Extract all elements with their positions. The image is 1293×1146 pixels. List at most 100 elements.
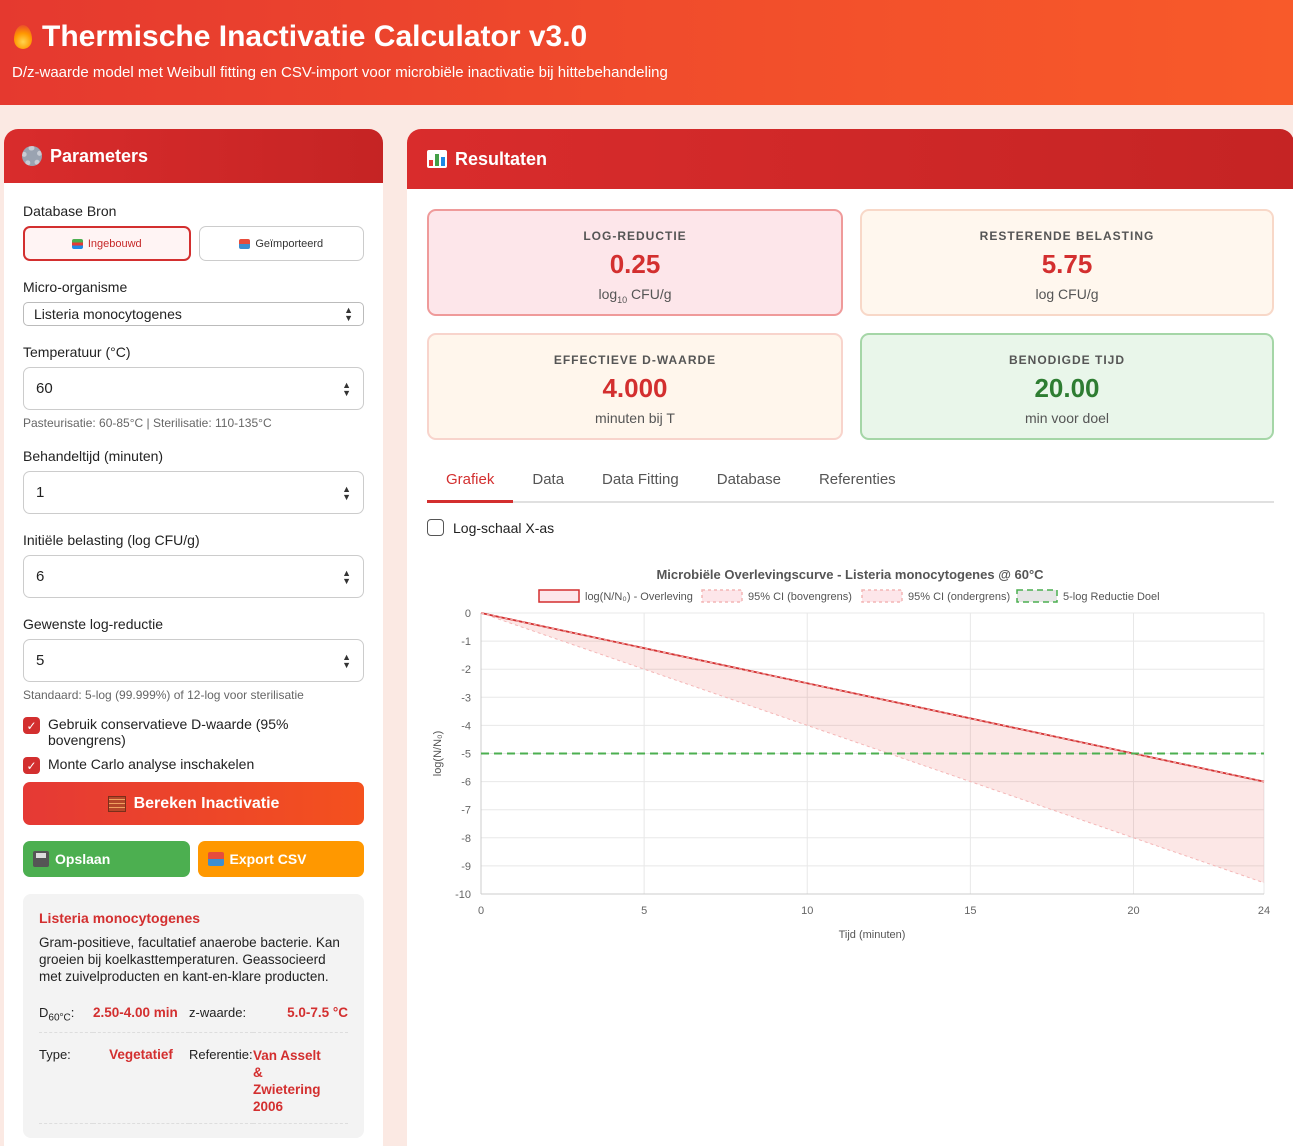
database-builtin-label: Ingebouwd (87, 237, 142, 250)
log-reduction-card: LOG-REDUCTIE 0.25 log10 CFU/g (427, 209, 843, 316)
export-csv-label: Export CSV (229, 851, 307, 867)
save-button[interactable]: Opslaan (23, 841, 190, 877)
legend-swatch (861, 589, 903, 603)
result-cards: LOG-REDUCTIE 0.25 log10 CFU/g RESTERENDE… (427, 209, 1274, 440)
x-tick-label: 10 (801, 905, 813, 917)
results-title: Resultaten (455, 148, 548, 169)
database-imported-button[interactable]: Geïmporteerd (198, 226, 364, 261)
stepper-icon[interactable]: ▲ ▼ (342, 379, 351, 398)
y-tick-label: -3 (461, 692, 471, 704)
temperature-label: Temperatuur (°C) (23, 344, 131, 360)
organism-info-description: Gram-positieve, facultatief anaerobe bac… (39, 935, 340, 984)
floppy-disk-icon (33, 851, 49, 867)
organism-info-title: Listeria monocytogenes (39, 910, 201, 926)
initial-load-input[interactable]: 6 ▲ ▼ (23, 555, 364, 598)
y-axis-label: log(N/N₀) (432, 731, 444, 777)
y-tick-label: -10 (455, 889, 471, 901)
select-chevron-icon: ▲ ▼ (344, 305, 353, 323)
x-tick-label: 0 (478, 905, 484, 917)
app-title-row: Thermische Inactivatie Calculator v3.0 (12, 20, 1281, 54)
brick-icon (107, 795, 126, 812)
calculate-label: Bereken Inactivatie (133, 794, 280, 812)
tab-database[interactable]: Database (716, 471, 781, 488)
database-builtin-button[interactable]: Ingebouwd (23, 226, 191, 261)
export-csv-button[interactable]: Export CSV (197, 841, 364, 877)
y-tick-label: -2 (461, 664, 471, 676)
y-tick-label: -7 (461, 805, 471, 817)
x-tick-label: 5 (641, 905, 647, 917)
treatment-time-input[interactable]: 1 ▲ ▼ (23, 471, 364, 514)
log-reduction-input[interactable]: 5 ▲ ▼ (23, 639, 364, 682)
card-title: RESTERENDE BELASTING (979, 229, 1155, 243)
log-scale-checkbox[interactable] (427, 519, 444, 536)
log-reduction-value: 5 (36, 652, 45, 669)
z-value: 5.0-7.5 °C (253, 997, 348, 1033)
tab-referenties[interactable]: Referenties (818, 471, 896, 488)
card-unit: log CFU/g (1035, 286, 1099, 302)
tab-data[interactable]: Data (532, 471, 565, 488)
survival-chart-svg: Microbiële Overlevingscurve - Listeria m… (432, 567, 1270, 941)
z-value-label: z-waarde: (189, 997, 253, 1033)
temperature-value: 60 (36, 380, 53, 397)
results-tabs: Grafiek Data Data Fitting Database Refer… (427, 462, 1274, 503)
stepper-icon[interactable]: ▲ ▼ (342, 567, 351, 586)
card-unit: min voor doel (1024, 410, 1110, 426)
montecarlo-label: Monte Carlo analyse inschakelen (48, 756, 255, 772)
y-tick-label: -1 (461, 636, 471, 648)
card-title: BENODIGDE TIJD (1008, 353, 1125, 367)
tab-data-fitting[interactable]: Data Fitting (602, 471, 679, 488)
database-imported-label: Geïmporteerd (255, 237, 324, 250)
card-value: 0.25 (609, 249, 661, 279)
y-tick-label: -8 (461, 833, 471, 845)
d-value-label: D60°C: (39, 997, 93, 1033)
parameters-header: Parameters (4, 129, 383, 183)
survival-chart: Microbiële Overlevingscurve - Listeria m… (427, 549, 1274, 949)
remaining-load-card: RESTERENDE BELASTING 5.75 log CFU/g (860, 209, 1274, 316)
conservative-checkbox-row[interactable]: ✓ Gebruik conservatieve D-waarde (95% bo… (23, 716, 364, 748)
card-title: EFFECTIEVE D-WAARDE (553, 353, 717, 367)
parameters-panel: Parameters Database Bron Ingebouwd Geïmp… (4, 129, 383, 1146)
conservative-checkbox[interactable]: ✓ (23, 717, 40, 734)
y-tick-label: -5 (461, 749, 471, 761)
organism-select[interactable]: Listeria monocytogenes ▲ ▼ (23, 302, 364, 326)
flame-icon (12, 23, 34, 51)
y-tick-label: 0 (465, 608, 471, 620)
tab-grafiek[interactable]: Grafiek (427, 462, 514, 503)
montecarlo-checkbox[interactable]: ✓ (23, 757, 40, 774)
y-tick-label: -6 (461, 777, 471, 789)
treatment-time-value: 1 (36, 484, 45, 501)
treatment-time-label: Behandeltijd (minuten) (23, 448, 164, 464)
initial-load-label: Initiële belasting (log CFU/g) (23, 532, 200, 548)
stepper-icon[interactable]: ▲ ▼ (342, 483, 351, 502)
database-label: Database Bron (23, 203, 117, 219)
log-scale-checkbox-row[interactable]: Log-schaal X-as (427, 519, 554, 536)
legend-label: 95% CI (ondergrens) (908, 591, 1010, 603)
initial-load-value: 6 (36, 568, 45, 585)
inbox-tray-icon (239, 238, 251, 249)
reference-value: Van Asselt & Zwietering 2006 (253, 1033, 348, 1124)
ci-lower-line (480, 612, 1265, 884)
y-tick-label: -4 (461, 720, 471, 732)
stepper-icon[interactable]: ▲ ▼ (342, 651, 351, 670)
x-axis-label: Tijd (minuten) (839, 929, 906, 941)
temperature-input[interactable]: 60 ▲ ▼ (23, 367, 364, 410)
legend-label: log(N/N₀) - Overleving (585, 591, 693, 603)
conservative-label: Gebruik conservatieve D-waarde (95% bove… (48, 716, 289, 748)
log-reduction-label: Gewenste log-reductie (23, 616, 164, 632)
card-unit: log10 CFU/g (598, 286, 672, 305)
calculate-button[interactable]: Bereken Inactivatie (23, 782, 364, 825)
y-tick-label: -9 (461, 861, 471, 873)
organism-info-grid: D60°C: 2.50-4.00 min z-waarde: 5.0-7.5 °… (39, 997, 348, 1124)
required-time-card: BENODIGDE TIJD 20.00 min voor doel (860, 333, 1274, 440)
parameters-title: Parameters (50, 145, 149, 166)
card-unit: minuten bij T (595, 410, 675, 426)
log-reduction-hint: Standaard: 5-log (99.999%) of 12-log voo… (23, 688, 304, 702)
montecarlo-checkbox-row[interactable]: ✓ Monte Carlo analyse inschakelen (23, 756, 364, 774)
legend-label: 95% CI (bovengrens) (748, 591, 852, 603)
x-tick-label: 15 (964, 905, 976, 917)
type-value: Vegetatief (93, 1033, 189, 1124)
d-value: 2.50-4.00 min (93, 997, 189, 1033)
card-value: 4.000 (602, 373, 668, 403)
save-label: Opslaan (55, 851, 111, 867)
card-title: LOG-REDUCTIE (583, 229, 687, 243)
